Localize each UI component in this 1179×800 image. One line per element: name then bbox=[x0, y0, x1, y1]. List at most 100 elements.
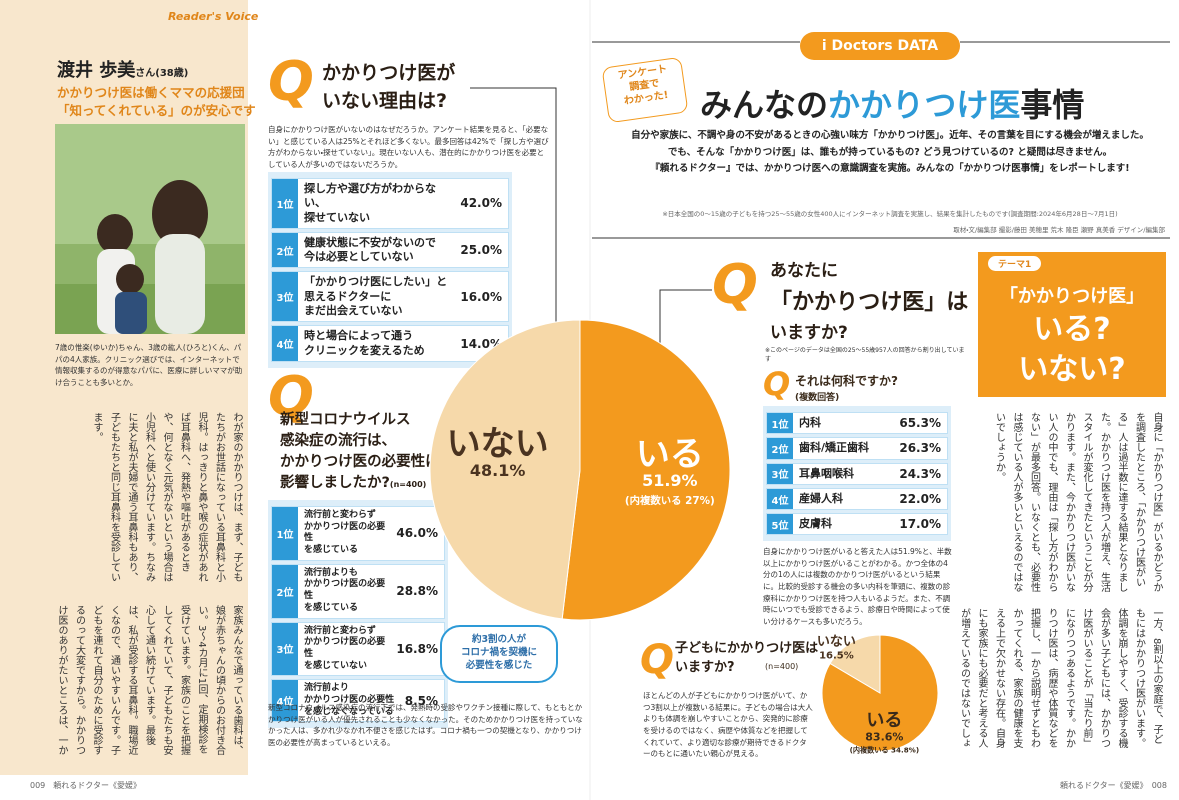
credits: 取材・文/編集部 撮影/藤田 美穂里 荒木 隆臣 瀬野 真美香 デザイン/編集部 bbox=[953, 226, 1165, 234]
callout-line: 約3割の人が bbox=[471, 634, 527, 645]
rank-text-line: かかりつけ医の必要性 bbox=[304, 637, 386, 659]
theme-line: 「かかりつけ医」 bbox=[999, 286, 1145, 307]
name: 渡井 歩美 bbox=[57, 60, 136, 81]
callout-line: 必要性を感じた bbox=[465, 659, 533, 671]
footer: 頼れるドクター《愛媛》 008 bbox=[1060, 780, 1167, 791]
rank-text-line: 今は必要としていない bbox=[304, 250, 414, 264]
title-part: かかりつけ医 bbox=[828, 86, 1021, 124]
rank-row: 2位 流行前よりも かかりつけ医の必要性 を感じている 28.8% bbox=[271, 563, 445, 619]
slice-name: いる bbox=[636, 434, 704, 474]
rank-value: 25.0% bbox=[460, 243, 502, 258]
rank-text: 耳鼻咽喉科 bbox=[799, 466, 854, 480]
rank-text: 流行前と変わらず かかりつけ医の必要性 を感じていない bbox=[298, 623, 396, 676]
rank-text-line: 「かかりつけ医にしたい」と bbox=[304, 275, 448, 289]
title-part: みんなの bbox=[700, 86, 829, 124]
callout: 約3割の人が コロナ禍を契機に 必要性を感じた bbox=[440, 625, 558, 683]
rank-text-line: かかりつけ医の必要性 bbox=[304, 521, 386, 544]
q-mark: Q bbox=[640, 637, 675, 683]
rank: 2位 bbox=[767, 438, 793, 459]
rank-text: 流行前よりも かかりつけ医の必要性 を感じている bbox=[298, 565, 396, 618]
intro: 自分や家族に、不調や身の不安があるときの心強い味方「かかりつけ医」。近年、その言… bbox=[615, 128, 1165, 178]
rank-text: 皮膚科 bbox=[799, 517, 832, 531]
rank-value: 24.3% bbox=[899, 466, 941, 481]
summary: ほとんどの人が子どもにかかりつけ医がいて、かつ3割以上が複数いる結果に。子どもの… bbox=[643, 691, 813, 759]
rank-text-line: 流行前より bbox=[304, 683, 349, 694]
rank: 4位 bbox=[272, 326, 298, 361]
rank-row: 1位 流行前と変わらず かかりつけ医の必要性 を感じている 46.0% bbox=[271, 506, 445, 561]
slice-value: 16.5% bbox=[819, 651, 854, 662]
rank-text: 「かかりつけ医にしたい」と 思えるドクターに まだ出会えていない bbox=[298, 272, 460, 321]
slice-name: いる bbox=[866, 710, 902, 731]
rank-text-line: 探せていない bbox=[304, 210, 370, 224]
survey-note: ※日本全国の0〜15歳の子どもを持つ25〜55歳の女性400人にインターネット調… bbox=[662, 210, 1118, 218]
rank-row: 4位 産婦人科 22.0% bbox=[766, 487, 948, 511]
rank-text: 歯科/矯正歯科 bbox=[799, 441, 870, 455]
rank-value: 16.0% bbox=[460, 289, 502, 304]
rank: 2位 bbox=[272, 564, 298, 618]
intro-line: 自分や家族に、不調や身の不安があるときの心強い味方「かかりつけ医」。近年、その言… bbox=[631, 130, 1149, 141]
pie-slice bbox=[429, 319, 581, 620]
title-line: あなたに bbox=[770, 261, 838, 281]
rank: 3位 bbox=[767, 463, 793, 484]
theme-box bbox=[978, 252, 1166, 397]
rank-text-line: を感じなくなっている bbox=[304, 706, 394, 717]
rank-text: 流行前より かかりつけ医の必要性 を感じなくなっている bbox=[298, 680, 405, 721]
photo-caption: 7歳の惟楽(ゆいか)ちゃん、3歳の紘人(ひろと)くん、パパの4人家族。クリニック… bbox=[55, 343, 243, 387]
badge: i Doctors DATA bbox=[800, 32, 960, 60]
body-text: 家族みんなで通っている歯科は、娘が赤ちゃんの頃からのお付き合い。3〜4カ月に1回… bbox=[56, 605, 242, 755]
rank: 1位 bbox=[767, 413, 793, 434]
summary: 自身にかかりつけ医がいると答えた人は51.9%と、半数以上にかかりつけ医がいるこ… bbox=[763, 547, 952, 626]
question-title: 子どもにかかりつけ医は いますか? bbox=[675, 640, 818, 678]
rank-row: 4位 流行前より かかりつけ医の必要性 を感じなくなっている 8.5% bbox=[271, 679, 445, 723]
subtitle: かかりつけ医は働くママの応援団 「知ってくれている」のが安心です bbox=[57, 84, 256, 119]
rank-value: 8.5% bbox=[404, 693, 438, 708]
rank-row: 3位 流行前と変わらず かかりつけ医の必要性 を感じていない 16.8% bbox=[271, 621, 445, 677]
footer-title: 頼れるドクター《愛媛》 bbox=[1060, 781, 1144, 790]
pie-slice bbox=[561, 319, 731, 621]
rank-text-line: 流行前と変わらず bbox=[304, 625, 376, 636]
title-line: いますか? bbox=[770, 323, 848, 344]
rank: 1位 bbox=[272, 507, 298, 560]
rank-value: 26.3% bbox=[899, 441, 941, 456]
name-suffix: さん(38歳) bbox=[135, 68, 189, 79]
rank: 4位 bbox=[767, 488, 793, 510]
intro-line: 『頼れるドクター』では、かかりつけ医への意識調査を実施。みんなの「かかりつけ医事… bbox=[650, 163, 1130, 175]
title-line: 「かかりつけ医」は bbox=[770, 290, 969, 316]
q-mark: Q bbox=[763, 365, 791, 403]
rank-row: 5位 皮膚科 17.0% bbox=[766, 513, 948, 536]
intro-line: でも、そんな「かかりつけ医」は、誰もが持っているもの? どう見つけているの? と… bbox=[667, 146, 1113, 158]
rank-text-line: 時と場合によって通う bbox=[304, 329, 414, 343]
question-title: それは何科ですか? bbox=[795, 374, 898, 388]
rank: 5位 bbox=[767, 514, 793, 535]
rank-text: 時と場合によって通う クリニックを変えるため bbox=[298, 326, 460, 361]
person-name: 渡井 歩美さん(38歳) bbox=[57, 56, 188, 82]
rank-value: 14.0% bbox=[460, 336, 502, 351]
rank-row: 1位 内科 65.3% bbox=[766, 412, 948, 435]
title-line: 新型コロナウイルス bbox=[280, 412, 411, 428]
body-text: 一方、8割以上の家庭で、子どもにはかかりつけ医がいます。体調を崩しやすく、受診す… bbox=[962, 608, 1162, 748]
question-title: あなたに「かかりつけ医」はいますか? bbox=[770, 258, 968, 348]
page-number: 008 bbox=[1151, 781, 1167, 790]
rank: 4位 bbox=[272, 680, 298, 722]
rank-text-line: を感じていない bbox=[304, 660, 368, 671]
q-mark: Q bbox=[268, 50, 314, 113]
title-part: 事情 bbox=[1020, 86, 1085, 124]
rank-list: 1位 探し方や選び方がわからない、 探せていない 42.0% 2位 健康状態に不安がないの… bbox=[268, 172, 512, 368]
rank-text-line: を感じている bbox=[304, 602, 359, 613]
body-text: 自身に「かかりつけ医」がいるかどうかを調査したところ、「かかりつけ医がいる」人は… bbox=[993, 412, 1163, 592]
theme-heading: 「かかりつけ医」 いる? いない? bbox=[978, 282, 1166, 388]
rank: 3位 bbox=[272, 272, 298, 322]
rank-row: 3位 「かかりつけ医にしたい」と 思えるドクターに まだ出会えていない 16.0% bbox=[271, 271, 509, 323]
footer: 009 頼れるドクター《愛媛》 bbox=[30, 780, 141, 791]
rank-text-line: まだ出会えていない bbox=[304, 304, 403, 318]
question-sub: (複数回答) bbox=[795, 393, 840, 403]
question-n: (n=400) bbox=[389, 480, 427, 490]
subtitle-line: 「知ってくれている」のが安心です bbox=[57, 102, 256, 118]
callout-line: コロナ禍を契機に bbox=[460, 646, 537, 658]
q-mark: Q bbox=[712, 253, 758, 316]
rank-text-line: を感じている bbox=[304, 545, 359, 556]
page-number: 009 bbox=[30, 781, 46, 790]
summary: 新型コロナウイルス感染症の流行下では、発熱時の受診やワクチン接種に際して、もとも… bbox=[268, 703, 583, 747]
slice-value: 48.1% bbox=[470, 461, 526, 480]
